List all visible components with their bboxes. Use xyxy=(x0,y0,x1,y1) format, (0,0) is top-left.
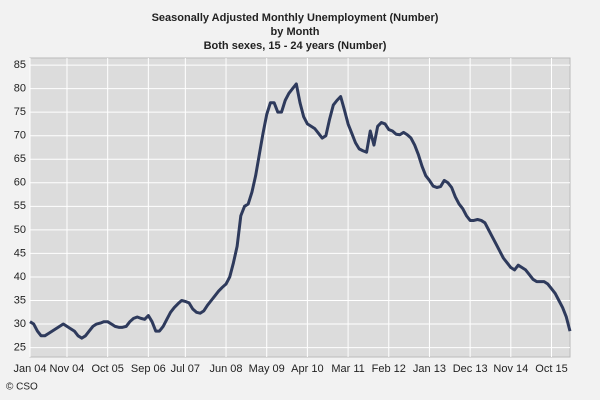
x-tick-label: May 09 xyxy=(249,363,285,375)
x-tick-label: Oct 15 xyxy=(535,363,567,375)
x-tick-label: Jul 07 xyxy=(171,363,200,375)
x-tick-label: Oct 05 xyxy=(91,363,123,375)
y-tick-label: 55 xyxy=(14,200,26,212)
y-tick-label: 75 xyxy=(14,106,26,118)
y-tick-label: 50 xyxy=(14,224,26,236)
y-tick-label: 45 xyxy=(14,247,26,259)
x-tick-label: Nov 04 xyxy=(50,363,85,375)
x-tick-label: Feb 12 xyxy=(372,363,406,375)
y-tick-label: 65 xyxy=(14,153,26,165)
y-tick-label: 40 xyxy=(14,271,26,283)
chart-subtitle: Both sexes, 15 - 24 years (Number) xyxy=(204,40,387,52)
y-tick-label: 80 xyxy=(14,83,26,95)
y-tick-label: 85 xyxy=(14,59,26,71)
x-tick-label: Jan 04 xyxy=(13,363,46,375)
x-tick-label: Mar 11 xyxy=(331,363,364,375)
chart-subtitle: by Month xyxy=(271,26,320,38)
x-tick-label: Apr 10 xyxy=(291,363,323,375)
chart-title: Seasonally Adjusted Monthly Unemployment… xyxy=(152,12,439,24)
x-tick-label: Nov 14 xyxy=(493,363,528,375)
y-tick-label: 70 xyxy=(14,130,26,142)
x-tick-label: Dec 13 xyxy=(453,363,488,375)
data-line xyxy=(29,82,572,340)
x-tick-label: Sep 06 xyxy=(131,363,166,375)
y-tick-label: 60 xyxy=(14,177,26,189)
y-tick-label: 25 xyxy=(14,341,26,353)
x-tick-label: Jun 08 xyxy=(210,363,243,375)
y-tick-label: 35 xyxy=(14,294,26,306)
x-tick-label: Jan 13 xyxy=(413,363,446,375)
source: © CSO xyxy=(6,382,38,393)
y-tick-label: 30 xyxy=(14,318,26,330)
